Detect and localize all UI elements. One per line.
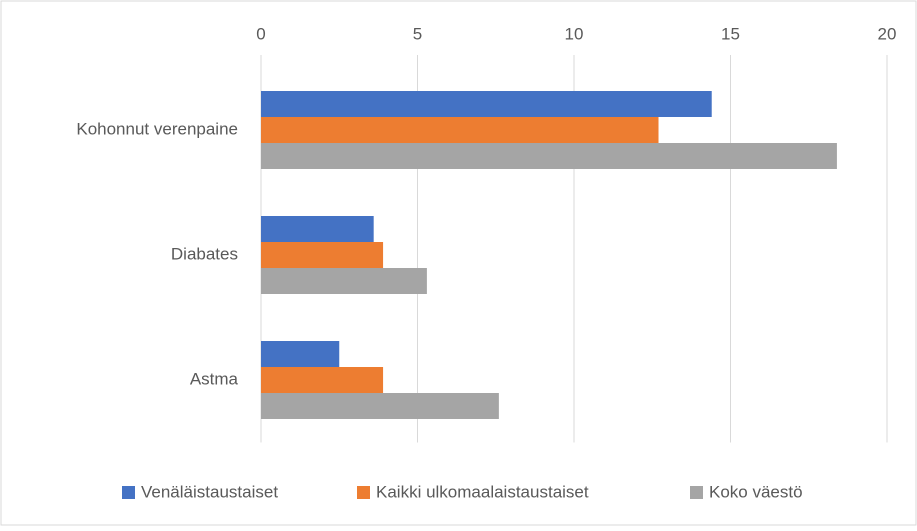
x-tick-label: 20 [878, 24, 897, 43]
x-tick-label: 15 [721, 24, 740, 43]
x-tick-label: 5 [413, 24, 422, 43]
bar [261, 91, 712, 117]
legend-swatch [357, 486, 370, 499]
y-tick-label: Astma [190, 369, 239, 388]
legend-label: Koko väestö [709, 482, 803, 501]
x-tick-label: 0 [256, 24, 265, 43]
bar [261, 143, 837, 169]
bar [261, 268, 427, 294]
legend-label: Venäläistaustaiset [141, 482, 278, 501]
bar [261, 216, 374, 242]
bar [261, 341, 340, 367]
x-tick-label: 10 [565, 24, 584, 43]
bar [261, 117, 659, 143]
bar [261, 367, 384, 393]
bar [261, 242, 384, 268]
legend-swatch [690, 486, 703, 499]
bar [261, 393, 499, 419]
legend-swatch [122, 486, 135, 499]
legend-label: Kaikki ulkomaalaistaustaiset [376, 482, 589, 501]
y-tick-label: Diabates [171, 244, 238, 263]
y-tick-label: Kohonnut verenpaine [76, 119, 238, 138]
